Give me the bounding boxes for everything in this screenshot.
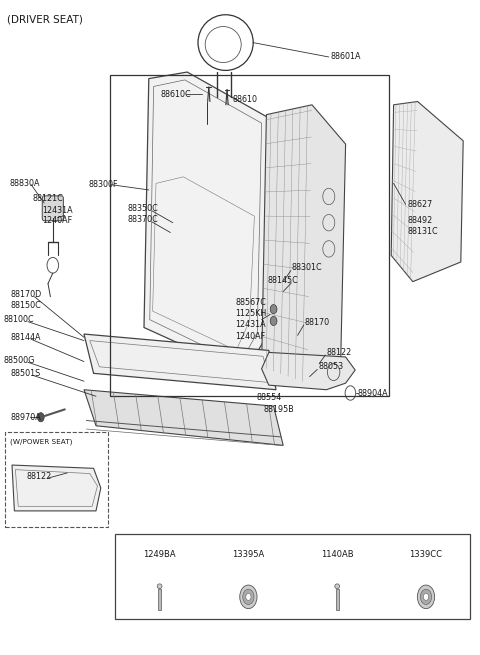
Text: 1240AF: 1240AF — [42, 216, 72, 225]
Bar — [5, 432, 108, 527]
Text: 88100C: 88100C — [4, 315, 35, 324]
Circle shape — [270, 305, 277, 314]
Text: 88121C: 88121C — [33, 194, 63, 203]
Text: (DRIVER SEAT): (DRIVER SEAT) — [7, 14, 83, 24]
Bar — [158, 589, 161, 610]
Text: 88053: 88053 — [318, 362, 343, 371]
Bar — [110, 75, 389, 396]
Text: 88970A: 88970A — [11, 413, 41, 422]
Text: 88301C: 88301C — [292, 263, 323, 272]
Text: 88554: 88554 — [257, 393, 282, 402]
Text: 88170D: 88170D — [11, 290, 42, 299]
Text: 1339CC: 1339CC — [409, 550, 443, 559]
Circle shape — [270, 316, 277, 326]
Ellipse shape — [157, 584, 162, 589]
Ellipse shape — [335, 584, 339, 589]
Text: (W/POWER SEAT): (W/POWER SEAT) — [10, 439, 72, 445]
Circle shape — [37, 413, 44, 422]
Polygon shape — [84, 334, 276, 390]
Text: 88122: 88122 — [26, 472, 52, 481]
Text: 88122: 88122 — [326, 348, 352, 357]
Text: 88904A: 88904A — [358, 388, 388, 398]
Polygon shape — [84, 390, 283, 445]
Polygon shape — [12, 465, 101, 511]
Text: 1249BA: 1249BA — [144, 550, 176, 559]
Polygon shape — [262, 105, 346, 383]
Circle shape — [418, 585, 435, 608]
Circle shape — [420, 590, 432, 605]
Polygon shape — [262, 352, 355, 390]
Text: 88370C: 88370C — [127, 215, 158, 224]
Text: 88145C: 88145C — [268, 276, 299, 285]
Text: 88195B: 88195B — [264, 405, 295, 414]
Text: 88501S: 88501S — [11, 369, 41, 378]
Text: 88627: 88627 — [407, 200, 432, 209]
FancyBboxPatch shape — [42, 196, 63, 221]
Text: 1240AF: 1240AF — [235, 331, 265, 341]
Text: 88610: 88610 — [233, 95, 258, 104]
Text: 88300F: 88300F — [89, 180, 118, 189]
Circle shape — [246, 593, 251, 601]
Text: 88500G: 88500G — [4, 356, 35, 365]
Text: 88150C: 88150C — [11, 301, 41, 310]
Text: 12431A: 12431A — [42, 206, 73, 215]
Circle shape — [423, 593, 429, 601]
Text: 88610C: 88610C — [161, 90, 192, 99]
Text: 88170: 88170 — [305, 318, 330, 327]
Bar — [336, 589, 339, 610]
Text: 88601A: 88601A — [330, 52, 361, 62]
Text: 88144A: 88144A — [11, 333, 41, 342]
Text: 88492: 88492 — [407, 216, 432, 225]
Polygon shape — [391, 102, 463, 282]
Text: 12431A: 12431A — [235, 320, 266, 329]
Text: 88830A: 88830A — [10, 179, 40, 188]
Bar — [115, 534, 470, 619]
Circle shape — [243, 590, 254, 605]
Text: 1125KH: 1125KH — [235, 309, 266, 318]
Polygon shape — [144, 72, 269, 373]
Text: 88567C: 88567C — [235, 298, 266, 307]
Circle shape — [240, 585, 257, 608]
Text: 1140AB: 1140AB — [321, 550, 353, 559]
Text: 13395A: 13395A — [232, 550, 264, 559]
Text: 88350C: 88350C — [127, 204, 158, 213]
Text: 88131C: 88131C — [407, 227, 438, 236]
